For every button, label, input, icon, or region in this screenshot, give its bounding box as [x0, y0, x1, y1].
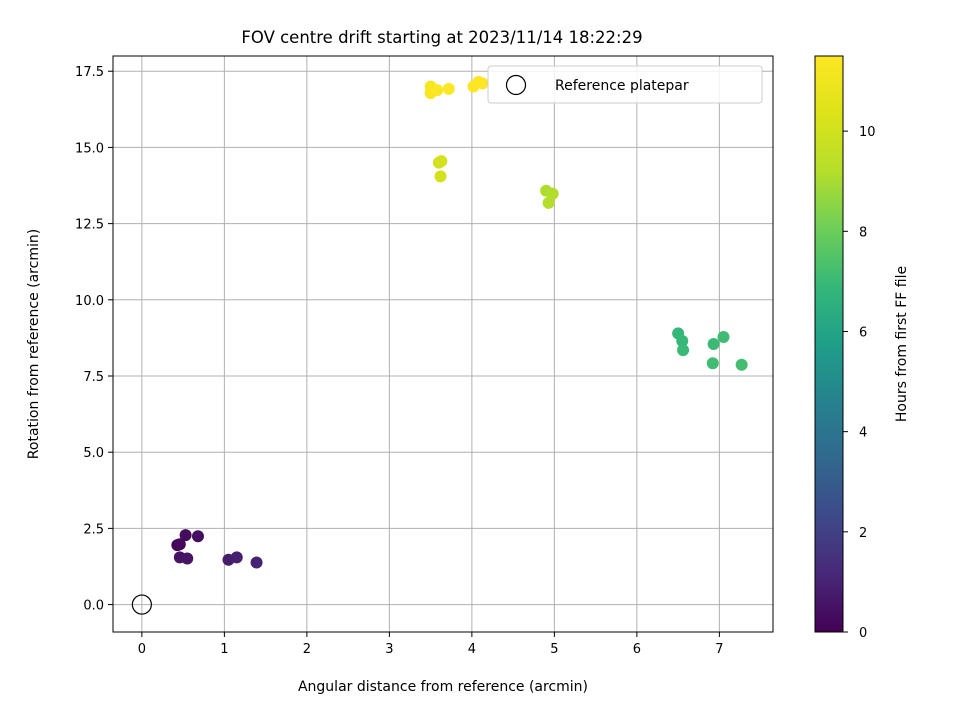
data-point [442, 82, 455, 95]
data-point [735, 358, 748, 371]
data-point [717, 330, 730, 343]
colorbar-tick-label: 2 [859, 526, 867, 541]
colorbar-tick-label: 4 [859, 426, 867, 441]
y-tick-label: 5.0 [83, 446, 104, 461]
colorbar-label: Hours from first FF file [894, 266, 910, 422]
x-tick-label: 1 [220, 642, 228, 657]
x-tick-label: 4 [468, 642, 476, 657]
data-points [131, 75, 748, 615]
data-point [706, 357, 719, 370]
grid-lines [113, 56, 773, 632]
data-point [707, 338, 720, 350]
x-tick-label: 5 [550, 642, 558, 657]
legend: Reference platepar [487, 65, 763, 104]
colorbar-tick-label: 8 [859, 225, 867, 240]
legend-reference-marker [505, 74, 527, 96]
data-point [191, 530, 204, 543]
colorbar-ticks: 0 2 4 6 8 10 [843, 125, 876, 641]
legend-reference-label: Reference platepar [555, 78, 689, 94]
data-point [476, 77, 489, 90]
data-point [230, 551, 243, 564]
data-point [542, 196, 555, 209]
colorbar-tick-label: 10 [859, 125, 876, 140]
x-tick-label: 7 [715, 642, 723, 657]
data-point [250, 556, 263, 569]
colorbar: 0 2 4 6 8 10 Hours from first FF file [814, 55, 910, 641]
y-tick-label: 12.5 [75, 218, 104, 233]
y-tick-label: 7.5 [83, 370, 104, 385]
x-tick-label: 6 [633, 642, 641, 657]
axis-ticks: 0 1 2 3 4 5 6 7 0.0 2.5 5.0 7.5 10.0 12.5 15.0 17.5 [75, 65, 723, 657]
y-tick-label: 15.0 [75, 141, 104, 156]
data-point [173, 538, 186, 551]
data-point [676, 334, 689, 347]
colorbar-bar [814, 55, 844, 633]
x-tick-label: 3 [385, 642, 393, 657]
chart-title: FOV centre drift starting at 2023/11/14 … [241, 28, 642, 47]
data-point [546, 187, 559, 200]
y-tick-label: 10.0 [75, 294, 104, 309]
x-tick-label: 0 [138, 642, 146, 657]
data-point [181, 552, 194, 565]
data-point [179, 529, 192, 542]
colorbar-tick-label: 0 [859, 626, 867, 641]
y-tick-label: 17.5 [75, 65, 104, 80]
y-axis-label: Rotation from reference (arcmin) [26, 229, 42, 459]
reference-platepar-marker [131, 594, 152, 615]
x-axis-label: Angular distance from reference (arcmin) [298, 679, 588, 695]
data-point [434, 170, 447, 183]
data-point [435, 155, 448, 168]
plot-frame [112, 55, 774, 633]
x-tick-label: 2 [303, 642, 311, 657]
data-point [677, 344, 690, 357]
legend-box [487, 65, 763, 104]
y-tick-label: 2.5 [83, 522, 104, 537]
colorbar-tick-label: 6 [859, 325, 867, 340]
data-point [431, 84, 444, 97]
y-tick-label: 0.0 [83, 599, 104, 614]
